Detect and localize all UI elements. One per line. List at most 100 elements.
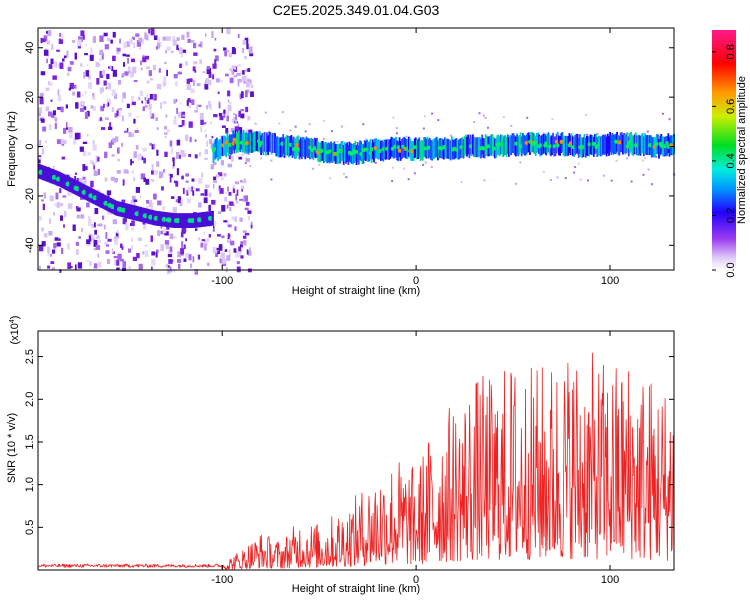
- spectrum-noise-cell: [139, 195, 142, 199]
- spectrum-track-cell: [44, 166, 47, 182]
- spectrum-track-cell: [523, 135, 525, 155]
- spectrum-track-cell: [563, 136, 566, 157]
- snr-x-tick-label: -100: [211, 574, 233, 586]
- spectrum-noise-cell: [478, 112, 481, 115]
- spectrum-noise-cell: [182, 114, 186, 117]
- spectrum-noise-cell: [112, 69, 117, 77]
- spectrum-noise-cell: [82, 141, 88, 144]
- figure-title: C2E5.2025.349.01.04.G03: [273, 2, 440, 18]
- spectrum-noise-cell: [111, 248, 114, 254]
- spectrum-noise-cell: [41, 227, 44, 232]
- spectrum-noise-cell: [41, 199, 44, 202]
- spectrum-noise-cell: [92, 106, 96, 111]
- spectrum-noise-cell: [142, 147, 147, 152]
- spectrum-noise-cell: [187, 38, 191, 43]
- spectrum-track-cell: [99, 192, 102, 208]
- spectrum-noise-cell: [210, 121, 212, 125]
- spectrum-noise-cell: [60, 139, 65, 144]
- spectrum-noise-cell: [135, 187, 140, 193]
- spectrum-noise-cell: [104, 177, 108, 182]
- spectrum-track-cell: [195, 212, 198, 228]
- spectrum-noise-cell: [217, 172, 223, 177]
- spectrum-track-cell: [390, 136, 393, 157]
- spectrum-noise-cell: [105, 104, 108, 107]
- spectrum-noise-cell: [146, 66, 150, 70]
- spectrum-noise-cell: [220, 160, 225, 166]
- spectrum-noise-cell: [165, 50, 167, 54]
- spectrum-noise-cell: [149, 142, 152, 146]
- spectrum-noise-cell: [87, 82, 92, 89]
- spectrum-noise-cell: [80, 63, 83, 67]
- spectrum-noise-cell: [171, 50, 174, 53]
- spectrum-noise-cell: [626, 157, 629, 160]
- spectrum-noise-cell: [190, 88, 195, 94]
- spectrum-noise-cell: [187, 186, 192, 193]
- spectrum-track-cell: [574, 135, 577, 155]
- spectrum-noise-cell: [82, 176, 86, 180]
- spectrum-peak: [190, 218, 196, 224]
- spectrum-peak: [161, 216, 167, 222]
- spectrum-noise-cell: [212, 184, 215, 189]
- spectrum-noise-cell: [41, 241, 46, 247]
- spectrum-noise-cell: [483, 179, 486, 182]
- spectrum-track-cell: [495, 138, 497, 158]
- spectrum-track-cell: [623, 133, 625, 153]
- spectrum-noise-cell: [156, 161, 160, 167]
- spectrum-noise-cell: [473, 121, 476, 124]
- spectrum-track-cell: [368, 141, 371, 162]
- spectrum-noise-cell: [200, 242, 204, 248]
- spectrum-noise-cell: [142, 221, 146, 225]
- spectrum-noise-cell: [178, 125, 183, 128]
- spectrum-noise-cell: [225, 73, 229, 77]
- spectrum-noise-cell: [212, 246, 216, 253]
- spectrum-noise-cell: [579, 178, 582, 181]
- spectrum-noise-cell: [215, 55, 219, 62]
- spectrum-peak: [397, 148, 402, 153]
- spectrum-noise-cell: [178, 263, 181, 269]
- spectrum-noise-cell: [169, 246, 173, 253]
- spectrum-track-cell: [467, 134, 470, 155]
- spectrum-noise-cell: [211, 31, 214, 38]
- spectrum-peak: [167, 217, 173, 223]
- spectrum-peak: [442, 145, 446, 150]
- spectrum-noise-cell: [77, 40, 82, 45]
- spectrum-noise-cell: [254, 122, 257, 125]
- spectrum-noise-cell: [630, 180, 633, 183]
- spectrum-noise-cell: [38, 112, 41, 117]
- spectrum-noise-cell: [138, 96, 141, 101]
- spectrum-track-cell: [59, 172, 62, 188]
- spectrum-noise-cell: [150, 28, 155, 36]
- spectrum-track-cell: [534, 136, 537, 156]
- spectrum-noise-cell: [172, 207, 177, 214]
- spectrum-noise-cell: [362, 123, 365, 126]
- spectrum-noise-cell: [77, 44, 81, 49]
- spectrum-noise-cell: [188, 154, 192, 157]
- spectrum-noise-cell: [210, 143, 214, 149]
- spectrum-peak: [568, 141, 573, 146]
- spectrum-peak: [614, 139, 619, 144]
- spectrum-track-cell: [508, 137, 510, 157]
- spectrum-noise-cell: [131, 101, 136, 106]
- spectrum-track-cell: [264, 135, 267, 156]
- spectrum-noise-cell: [165, 263, 169, 268]
- spectrum-noise-cell: [203, 240, 208, 246]
- snr-y-ticks: 0.5 1.0 1.5 2.0 2.5: [24, 349, 674, 535]
- spectrum-track-cell: [475, 137, 478, 158]
- spectrum-noise-cell: [234, 226, 237, 231]
- spectrum-peak: [197, 217, 202, 223]
- spectrum-track-cell: [172, 213, 175, 228]
- spectrum-noise-cell: [587, 179, 589, 182]
- spectrum-noise-cell: [164, 125, 168, 130]
- spectrum-noise-cell: [93, 242, 98, 247]
- spectrum-noise-cell: [229, 68, 233, 72]
- spectrum-noise-cell: [208, 204, 211, 212]
- spectrum-peak: [142, 213, 148, 219]
- spectrum-peak: [538, 143, 543, 148]
- spectrum-noise-cell: [166, 225, 170, 230]
- snr-y-tick-label: 1.0: [24, 477, 36, 492]
- spectrum-noise-cell: [142, 251, 145, 255]
- spectrum-noise-cell: [193, 52, 198, 56]
- spectrum-noise-cell: [149, 78, 154, 81]
- spectrum-noise-cell: [83, 71, 86, 79]
- spectrum-track-cell: [367, 142, 369, 163]
